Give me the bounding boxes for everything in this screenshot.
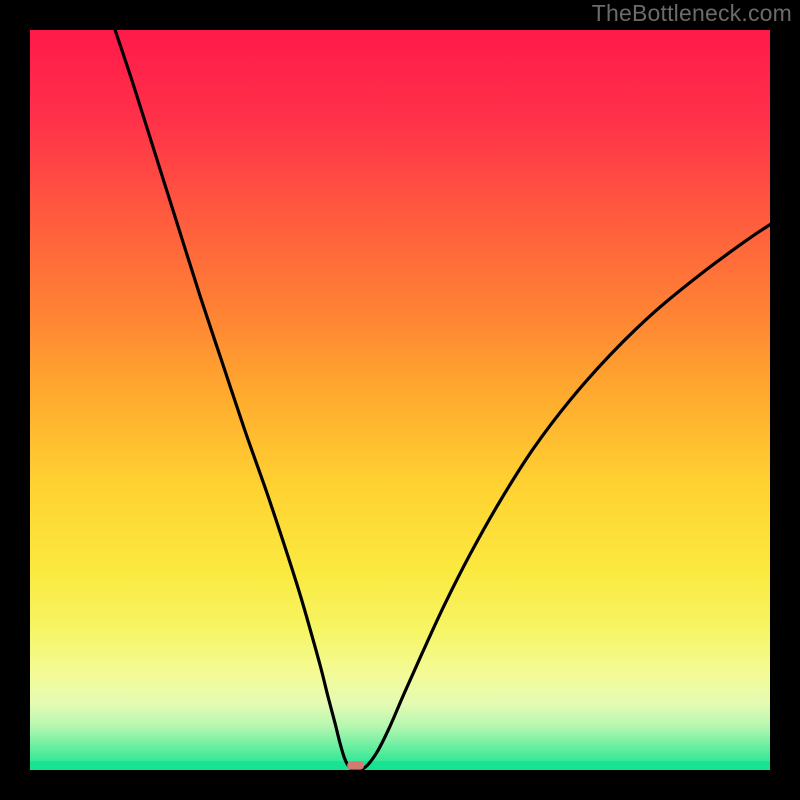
watermark-text: TheBottleneck.com	[592, 0, 792, 27]
gradient-background	[30, 30, 770, 770]
optimal-point-marker	[347, 761, 364, 769]
bottleneck-curve-chart	[30, 30, 770, 770]
green-bottom-strip	[30, 761, 770, 770]
chart-frame: TheBottleneck.com	[0, 0, 800, 800]
plot-svg	[30, 30, 770, 770]
